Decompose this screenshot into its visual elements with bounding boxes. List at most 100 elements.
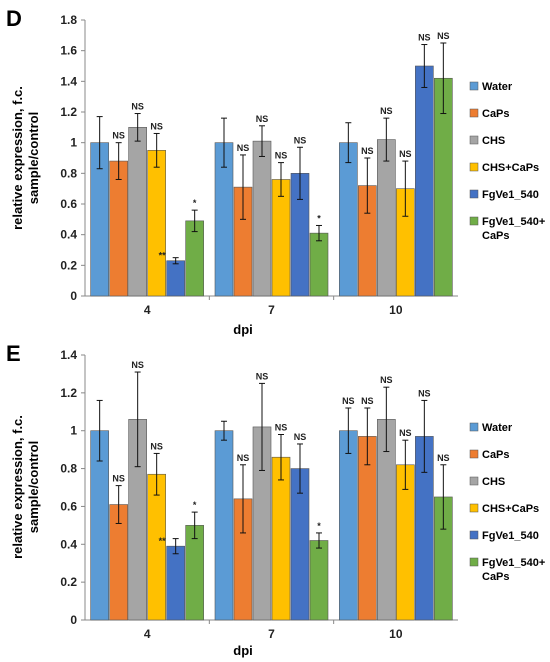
y-tick-label: 1.8 [60, 13, 77, 27]
bar [166, 260, 185, 297]
significance-label: NS [294, 135, 307, 145]
legend-label: CHS [482, 476, 505, 488]
bar [271, 456, 291, 621]
bar [377, 139, 396, 297]
y-tick-label: 1 [70, 136, 77, 150]
significance-label: ** [159, 251, 167, 261]
legend-swatch [469, 162, 479, 172]
bar [185, 220, 204, 297]
significance-label: NS [150, 441, 163, 451]
significance-label: NS [275, 423, 288, 433]
y-tick-label: 0.4 [60, 537, 77, 551]
bar [166, 545, 185, 621]
bar [185, 525, 204, 621]
x-tick-label: 7 [268, 303, 275, 317]
legend-label-line: Water [482, 81, 513, 93]
significance-label: NS [342, 396, 355, 406]
legend-label: Water [482, 422, 513, 434]
y-tick-label: 1.6 [60, 44, 77, 58]
legend-label-line: CHS [482, 476, 505, 488]
y-axis-title: relative expression, f.c.sample/control [10, 86, 41, 230]
significance-label: NS [275, 151, 288, 161]
legend-label: CaPs [482, 449, 510, 461]
bar [309, 232, 329, 297]
significance-label: NS [399, 149, 412, 159]
significance-label: NS [237, 143, 250, 153]
x-tick-label: 4 [144, 303, 151, 317]
bar [415, 65, 434, 297]
significance-label: * [193, 500, 197, 510]
y-tick-label: 0.6 [60, 499, 77, 513]
panel-letter: D [6, 6, 22, 31]
legend-label-line: CaPs [482, 449, 510, 461]
y-tick-label: 1.2 [60, 386, 77, 400]
bar [252, 140, 272, 297]
y-tick-label: 0.6 [60, 197, 77, 211]
legend-swatch [469, 216, 479, 226]
legend-label-line: Water [482, 422, 513, 434]
legend-label: FgVe1_540+ CaPs [482, 557, 545, 583]
y-tick-label: 0.8 [60, 166, 77, 180]
significance-label: NS [112, 131, 125, 141]
legend-swatch [469, 503, 479, 513]
legend-label-line: CHS [482, 135, 505, 147]
legend-label-line: CaPs [482, 571, 510, 583]
x-tick-label: 7 [268, 627, 275, 641]
legend-label: CHS [482, 135, 505, 147]
legend-label: Water [482, 81, 513, 93]
legend-swatch [469, 422, 479, 432]
legend-swatch [469, 530, 479, 540]
significance-label: * [193, 198, 197, 208]
significance-label: NS [418, 388, 431, 398]
bar [147, 473, 166, 621]
y-tick-label: 1.4 [60, 74, 77, 88]
significance-label: NS [131, 102, 144, 112]
significance-label: NS [399, 428, 412, 438]
y-tick-label: 1.4 [60, 348, 77, 362]
legend-label: FgVe1_540 [482, 530, 539, 542]
significance-label: NS [112, 474, 125, 484]
x-tick-label: 4 [144, 627, 151, 641]
significance-label: NS [418, 33, 431, 43]
y-tick-label: 0 [70, 613, 77, 627]
significance-label: NS [437, 31, 450, 41]
legend-swatch [469, 81, 479, 91]
legend-swatch [469, 135, 479, 145]
y-axis-title: relative expression, f.c.sample/control [10, 415, 41, 559]
x-tick-label: 10 [389, 627, 403, 641]
legend-swatch [469, 189, 479, 199]
significance-label: NS [380, 375, 393, 385]
legend-label: CaPs [482, 108, 510, 120]
legend-label-line: CHS+CaPs [482, 162, 539, 174]
legend-label: CHS+CaPs [482, 503, 539, 515]
significance-label: NS [131, 360, 144, 370]
y-axis-title-line: sample/control [26, 112, 41, 204]
y-tick-label: 0.4 [60, 228, 77, 242]
bar [339, 142, 358, 297]
legend-label-line: FgVe1_540+ [482, 216, 545, 228]
significance-label: NS [437, 453, 450, 463]
significance-label: NS [150, 121, 163, 131]
significance-label: NS [256, 114, 269, 124]
significance-label: NS [256, 371, 269, 381]
panel-letter: E [6, 341, 21, 366]
legend-label-line: CaPs [482, 230, 510, 242]
legend-label-line: CaPs [482, 108, 510, 120]
legend-swatch [469, 449, 479, 459]
significance-label: ** [159, 536, 167, 546]
y-tick-label: 0.2 [60, 258, 77, 272]
y-tick-label: 0 [70, 289, 77, 303]
bar [109, 160, 128, 297]
significance-label: NS [294, 432, 307, 442]
x-tick-label: 10 [389, 303, 403, 317]
bar [128, 127, 147, 297]
legend-label-line: CHS+CaPs [482, 503, 539, 515]
legend-label: FgVe1_540+ CaPs [482, 216, 545, 242]
bar [339, 430, 358, 621]
legend-swatch [469, 476, 479, 486]
significance-label: NS [380, 106, 393, 116]
significance-label: NS [361, 146, 374, 156]
